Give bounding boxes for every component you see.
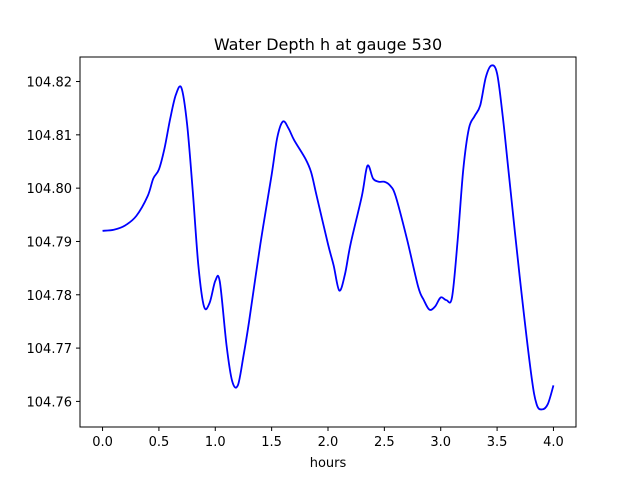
- y-axis: 104.76 104.77 104.78 104.79 104.80 104.81 104.…: [27, 76, 80, 410]
- x-tick-label: 0.0: [92, 435, 113, 450]
- plot-area: [102, 64, 555, 411]
- x-tick-label: 4.0: [543, 435, 564, 450]
- x-axis: 0.0 0.5 1.0 1.5 2.0 2.5 3.0 3.5 4.0: [92, 427, 564, 450]
- x-axis-label: hours: [310, 456, 347, 471]
- series-line-0: [102, 64, 555, 411]
- y-tick-label: 104.77: [27, 342, 73, 357]
- x-tick-label: 2.5: [374, 435, 395, 450]
- chart-title: Water Depth h at gauge 530: [214, 35, 442, 54]
- x-tick-label: 1.5: [261, 435, 282, 450]
- y-tick-label: 104.81: [27, 129, 73, 144]
- y-tick-label: 104.82: [27, 76, 73, 91]
- x-tick-label: 2.0: [318, 435, 339, 450]
- x-tick-label: 3.5: [487, 435, 508, 450]
- x-tick-label: 3.0: [430, 435, 451, 450]
- y-tick-label: 104.78: [27, 289, 73, 304]
- y-tick-label: 104.80: [27, 182, 73, 197]
- x-tick-label: 1.0: [205, 435, 226, 450]
- y-tick-label: 104.76: [27, 395, 73, 410]
- y-tick-label: 104.79: [27, 235, 73, 250]
- x-tick-label: 0.5: [149, 435, 170, 450]
